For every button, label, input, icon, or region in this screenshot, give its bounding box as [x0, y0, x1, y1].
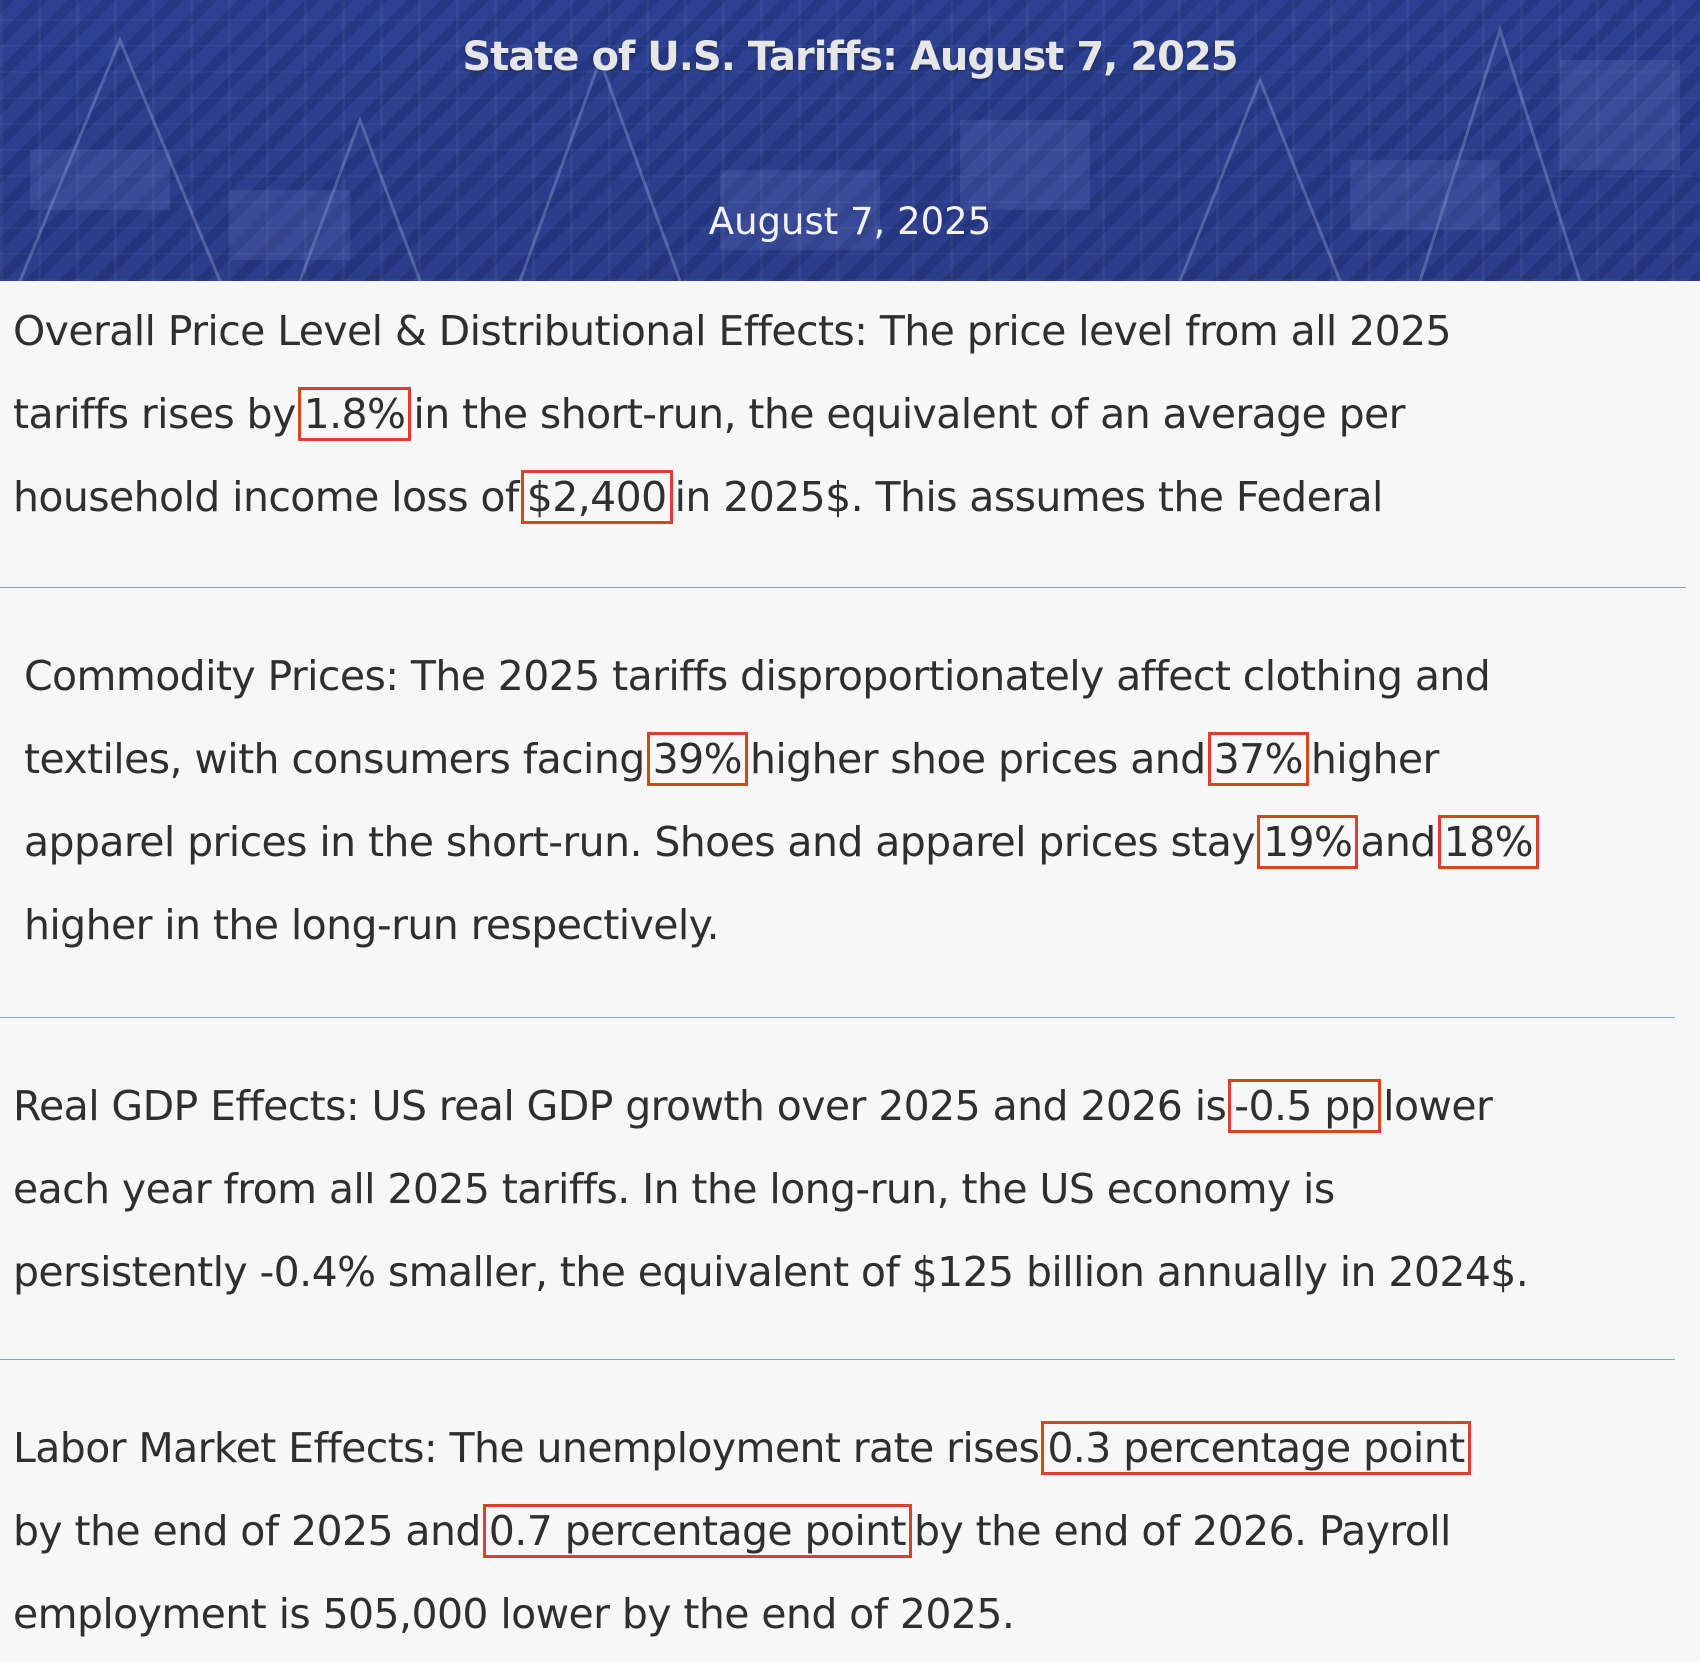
highlight-price-level: 1.8% [297, 387, 412, 441]
price-text: household income loss of [13, 473, 519, 521]
hero-banner: State of U.S. Tariffs: August 7, 2025 Au… [0, 0, 1700, 281]
highlight-household-loss: $2,400 [520, 470, 673, 524]
price-text: Overall Price Level & Distributional Eff… [13, 307, 1452, 355]
gdp-text: Real GDP Effects: US real GDP growth ove… [13, 1082, 1227, 1130]
commodity-line-2: textiles, with consumers facing 39% higher… [24, 718, 1541, 801]
gdp-effects-section: Real GDP Effects: US real GDP growth ove… [13, 1065, 1529, 1314]
commodity-line-3: apparel prices in the short-run. Shoes a… [24, 801, 1541, 884]
labor-text: by the end of 2025 and [13, 1507, 481, 1555]
labor-line-3: employment is 505,000 lower by the end o… [13, 1573, 1473, 1656]
highlight-gdp-growth: -0.5 pp [1228, 1079, 1382, 1133]
price-text: in 2025$. This assumes the Federal [674, 473, 1384, 521]
labor-line-1: Labor Market Effects: The unemployment r… [13, 1407, 1473, 1490]
labor-text: Labor Market Effects: The unemployment r… [13, 1424, 1040, 1472]
price-line-3: household income loss of $2,400 in 2025$. … [13, 456, 1451, 539]
commodity-text: textiles, with consumers facing [24, 735, 645, 783]
highlight-shoes-longrun: 19% [1256, 815, 1359, 869]
labor-market-section: Labor Market Effects: The unemployment r… [13, 1407, 1473, 1656]
highlight-apparel-longrun: 18% [1437, 815, 1539, 869]
commodity-text: and [1360, 818, 1436, 866]
price-text: tariffs rises by [13, 390, 296, 438]
highlight-unemployment-2026: 0.7 percentage point [482, 1504, 913, 1558]
labor-text: employment is 505,000 lower by the end o… [13, 1590, 1015, 1638]
gdp-line-2: each year from all 2025 tariffs. In the … [13, 1148, 1528, 1231]
gdp-line-1: Real GDP Effects: US real GDP growth ove… [13, 1065, 1528, 1148]
commodity-text: higher in the long-run respectively. [24, 901, 720, 949]
section-divider [0, 1359, 1675, 1360]
price-line-2: tariffs rises by 1.8% in the short-run, th… [13, 373, 1451, 456]
price-text: in the short-run, the equivalent of an a… [413, 390, 1405, 438]
commodity-text: higher shoe prices and [750, 735, 1206, 783]
labor-line-2: by the end of 2025 and 0.7 percentage poi… [13, 1490, 1473, 1573]
hero-background-image [0, 0, 1700, 281]
container-port-image [18, 25, 1680, 281]
gdp-text: lower [1383, 1082, 1493, 1130]
commodity-text: higher [1310, 735, 1439, 783]
gdp-text: each year from all 2025 tariffs. In the … [13, 1165, 1335, 1213]
commodity-text: apparel prices in the short-run. Shoes a… [24, 818, 1256, 866]
section-divider [0, 1017, 1675, 1018]
publish-date: August 7, 2025 [708, 200, 992, 243]
commodity-line-4: higher in the long-run respectively. [24, 884, 1541, 967]
gdp-text: persistently -0.4% smaller, the equivale… [13, 1248, 1529, 1296]
section-divider [0, 587, 1686, 588]
highlight-shoe-prices: 39% [646, 732, 748, 786]
highlight-unemployment-2025: 0.3 percentage point [1041, 1421, 1471, 1475]
commodity-line-1: Commodity Prices: The 2025 tariffs dispr… [24, 635, 1541, 718]
commodity-text: Commodity Prices: The 2025 tariffs dispr… [24, 652, 1491, 700]
price-line-1: Overall Price Level & Distributional Eff… [13, 290, 1452, 373]
highlight-apparel-prices: 37% [1207, 732, 1309, 786]
price-level-section: Overall Price Level & Distributional Eff… [13, 290, 1452, 539]
commodity-prices-section: Commodity Prices: The 2025 tariffs dispr… [24, 635, 1541, 967]
labor-text: by the end of 2026. Payroll [914, 1507, 1451, 1555]
page-title: State of U.S. Tariffs: August 7, 2025 [462, 34, 1238, 80]
gdp-line-3: persistently -0.4% smaller, the equivale… [13, 1231, 1529, 1314]
